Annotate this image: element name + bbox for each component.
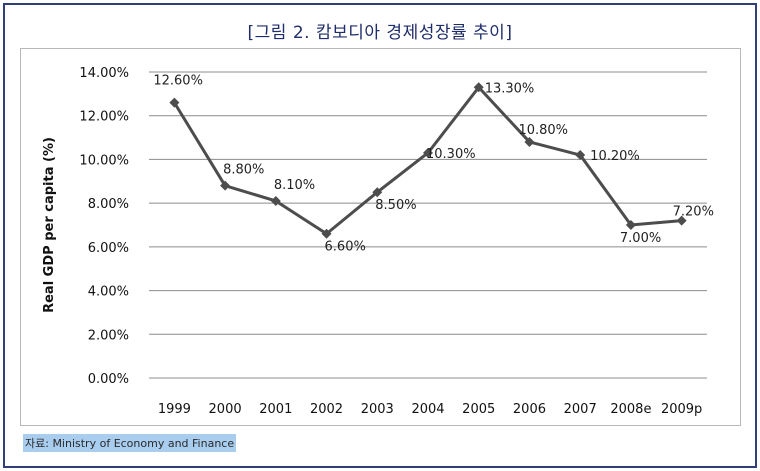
data-label: 12.60% bbox=[153, 74, 203, 89]
data-point-marker bbox=[270, 195, 281, 206]
y-tick-label: 12.00% bbox=[79, 110, 129, 125]
data-label: 8.50% bbox=[375, 198, 416, 213]
series-line bbox=[169, 82, 687, 239]
x-tick-label: 2001 bbox=[259, 402, 292, 417]
y-axis-ticks: 0.00% 2.00% 4.00% 6.00% 8.00% 10.00% 12.00% 14.… bbox=[79, 66, 129, 387]
data-point-marker bbox=[625, 220, 636, 230]
source-note: 자료: Ministry of Economy and Finance bbox=[23, 434, 237, 452]
data-label: 10.30% bbox=[426, 147, 476, 162]
x-tick-label: 2004 bbox=[411, 402, 444, 417]
data-point-marker bbox=[473, 82, 484, 93]
y-tick-label: 14.00% bbox=[79, 66, 129, 81]
gridlines bbox=[149, 71, 707, 379]
x-tick-label: 2009p bbox=[661, 402, 702, 417]
data-point-marker bbox=[423, 147, 433, 158]
data-label: 7.00% bbox=[620, 231, 661, 246]
figure-title: [그림 2. 캄보디아 경제성장률 추이] bbox=[247, 23, 513, 43]
data-point-marker bbox=[169, 97, 180, 108]
x-tick-label: 2002 bbox=[310, 402, 343, 417]
x-tick-label: 1999 bbox=[158, 402, 191, 417]
data-point-marker bbox=[372, 187, 383, 198]
x-tick-label: 2007 bbox=[564, 402, 597, 417]
data-point-marker bbox=[220, 180, 231, 191]
y-tick-label: 6.00% bbox=[88, 241, 129, 256]
data-point-marker bbox=[676, 215, 687, 226]
x-tick-label: 2008e bbox=[610, 402, 651, 417]
data-point-marker bbox=[575, 150, 586, 161]
data-label: 8.10% bbox=[274, 178, 315, 193]
y-tick-label: 0.00% bbox=[88, 372, 129, 387]
y-tick-label: 10.00% bbox=[79, 153, 129, 168]
data-label: 8.80% bbox=[223, 163, 264, 178]
x-axis-ticks: 1999 2000 2001 2002 2003 2004 2005 2006 2007 2008… bbox=[158, 402, 702, 417]
data-labels: 12.60% 8.80% 8.10% 6.60% 8.50% 10.30% 13.30% 10… bbox=[153, 74, 714, 255]
y-axis-label: Real GDP per capita (%) bbox=[42, 137, 57, 313]
x-tick-label: 2000 bbox=[209, 402, 242, 417]
chart-area bbox=[20, 48, 741, 426]
data-label: 7.20% bbox=[673, 205, 714, 220]
data-point-marker bbox=[321, 228, 332, 239]
data-label: 10.20% bbox=[590, 149, 640, 164]
y-tick-label: 2.00% bbox=[88, 328, 129, 343]
y-tick-label: 8.00% bbox=[88, 197, 129, 212]
data-label: 10.80% bbox=[518, 123, 568, 138]
x-tick-label: 2003 bbox=[361, 402, 394, 417]
y-tick-label: 4.00% bbox=[88, 285, 129, 300]
x-tick-label: 2005 bbox=[462, 402, 495, 417]
data-point-marker bbox=[524, 136, 535, 147]
x-tick-label: 2006 bbox=[513, 402, 546, 417]
data-label: 6.60% bbox=[325, 240, 366, 255]
data-label: 13.30% bbox=[485, 81, 535, 96]
